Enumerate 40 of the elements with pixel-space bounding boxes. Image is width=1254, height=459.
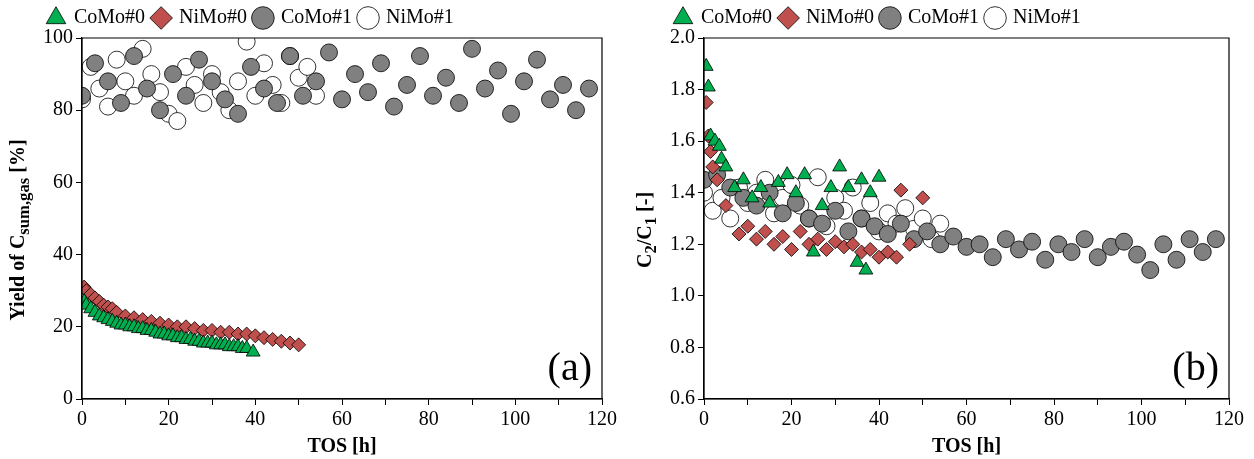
y-tick-label: 0.8 <box>670 334 695 357</box>
y-tick-label: 1.2 <box>670 231 695 254</box>
annotation: (a) <box>547 343 592 389</box>
x-axis-title: TOS [h] <box>931 434 1002 457</box>
y-tick-label: 20 <box>53 314 73 337</box>
annotation: (b) <box>1172 343 1219 389</box>
y-tick-label: 100 <box>43 25 73 48</box>
x-tick-label: 60 <box>332 407 352 430</box>
y-tick-label: 60 <box>53 169 73 192</box>
x-tick-label: 100 <box>1126 407 1157 430</box>
x-tick-label: 100 <box>500 407 531 430</box>
y-tick-label: 0 <box>63 386 73 409</box>
legend-label: CoMo#0 <box>74 5 146 28</box>
legend-label: NiMo#1 <box>386 5 454 28</box>
x-tick-label: 20 <box>781 407 802 430</box>
legend-label: NiMo#0 <box>806 5 874 28</box>
legend-label: CoMo#0 <box>701 5 773 28</box>
y-tick-label: 1.6 <box>670 128 695 151</box>
x-tick-label: 80 <box>418 407 439 430</box>
y-tick-label: 1.4 <box>670 179 695 202</box>
x-tick-label: 0 <box>77 407 87 430</box>
x-tick-label: 120 <box>587 407 617 430</box>
legend-label: NiMo#1 <box>1013 5 1081 28</box>
x-tick-label: 0 <box>699 407 709 430</box>
y-tick-label: 2.0 <box>670 25 695 48</box>
x-tick-label: 40 <box>869 407 889 430</box>
y-tick-label: 40 <box>53 241 73 264</box>
legend-label: NiMo#0 <box>179 5 247 28</box>
x-tick-label: 60 <box>956 407 977 430</box>
y-tick-label: 80 <box>53 97 73 120</box>
x-tick-label: 80 <box>1044 407 1064 430</box>
x-tick-label: 20 <box>158 407 179 430</box>
y-tick-label: 1.0 <box>670 283 695 306</box>
legend-label: CoMo#1 <box>280 5 353 28</box>
y-tick-label: 0.6 <box>670 386 695 409</box>
x-axis-title: TOS [h] <box>307 434 377 457</box>
legend-label: CoMo#1 <box>907 5 980 28</box>
y-tick-label: 1.8 <box>670 76 695 99</box>
x-tick-label: 120 <box>1214 407 1244 430</box>
x-tick-label: 40 <box>245 407 266 430</box>
